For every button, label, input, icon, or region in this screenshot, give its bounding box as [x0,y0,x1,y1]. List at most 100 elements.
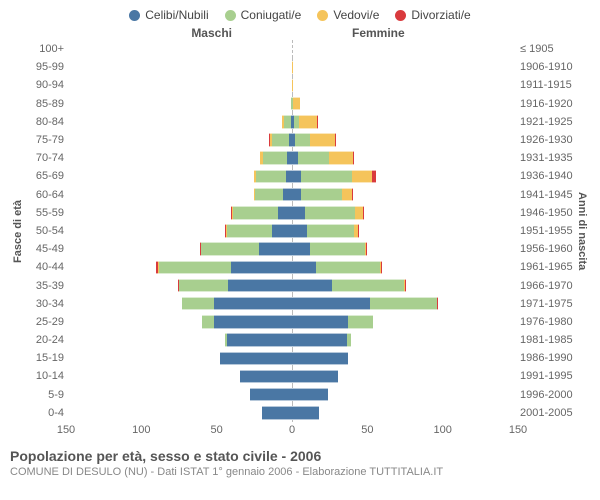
birth-label: 1926-1930 [516,134,574,146]
age-row: 55-591946-1950 [26,204,574,222]
x-tick: 50 [211,424,223,436]
bar-segment [179,279,228,292]
bar-segment [220,352,292,365]
x-axis: 15010050050100150 [10,424,590,440]
bar-group [68,167,516,185]
bar-segment [159,261,231,274]
bar-stack [292,170,429,183]
age-row: 60-641941-1945 [26,186,574,204]
legend-label: Divorziati/e [411,8,470,22]
age-label: 50-54 [26,225,68,237]
bar-stack [117,261,292,274]
bar-stack [132,279,292,292]
age-row: 25-291976-1980 [26,313,574,331]
bar-segment [358,224,359,237]
legend-item: Vedovi/e [317,8,379,22]
bar-segment [381,261,382,274]
bar-segment [228,279,292,292]
female-side [292,76,516,94]
bar-segment [301,170,351,183]
male-side [68,204,292,222]
bar-stack [176,206,292,219]
female-side [292,258,516,276]
birth-label: 1941-1945 [516,189,574,201]
birth-label: 1986-1990 [516,352,574,364]
birth-label: 1996-2000 [516,389,574,401]
bar-segment [202,315,214,328]
bar-group [68,386,516,404]
chart-body: Fasce di età 100+≤ 190595-991906-191090-… [10,40,590,422]
bar-segment [372,170,377,183]
bar-stack [244,115,292,128]
age-row: 90-941911-1915 [26,76,574,94]
bar-segment [182,297,213,310]
age-row: 50-541951-1955 [26,222,574,240]
bar-segment [305,206,356,219]
bar-segment [352,188,353,201]
male-side [68,58,292,76]
bar-stack [210,406,292,419]
female-side [292,149,516,167]
age-label: 85-89 [26,98,68,110]
bar-group [68,313,516,331]
age-row: 20-241981-1985 [26,331,574,349]
bar-segment [348,315,372,328]
male-side [68,222,292,240]
bar-stack [292,133,391,146]
age-row: 30-341971-1975 [26,295,574,313]
bar-stack [199,170,292,183]
bar-segment [335,133,336,146]
bar-segment [332,279,403,292]
bar-group [68,367,516,385]
x-tick: 150 [57,424,75,436]
birth-label: 1966-1970 [516,280,574,292]
bar-segment [283,188,292,201]
female-header: Femmine [292,26,518,40]
bar-stack [292,224,414,237]
chart-title: Popolazione per età, sesso e stato civil… [10,448,590,464]
age-row: 65-691936-1940 [26,167,574,185]
bar-stack [292,370,394,383]
female-side [292,386,516,404]
age-label: 80-84 [26,116,68,128]
bar-stack [282,79,292,92]
bar-group [68,331,516,349]
age-label: 45-49 [26,243,68,255]
bar-segment [256,170,286,183]
legend-item: Celibi/Nubili [129,8,208,22]
bar-segment [292,370,338,383]
female-side [292,131,516,149]
age-row: 10-141991-1995 [26,367,574,385]
bar-segment [259,242,292,255]
birth-label: 1906-1910 [516,61,574,73]
bar-segment [292,242,310,255]
bar-stack [292,406,370,419]
age-row: 100+≤ 1905 [26,40,574,58]
male-side [68,295,292,313]
female-side [292,313,516,331]
bar-segment [363,206,364,219]
bar-stack [292,333,407,346]
birth-label: 1971-1975 [516,298,574,310]
male-side [68,404,292,422]
bar-group [68,404,516,422]
bar-stack [170,333,292,346]
age-row: 75-791926-1930 [26,131,574,149]
female-side [292,295,516,313]
bar-group [68,40,516,58]
female-side [292,349,516,367]
male-side [68,240,292,258]
female-side [292,276,516,294]
legend-item: Coniugati/e [225,8,302,22]
x-tick: 100 [433,424,451,436]
bar-stack [292,297,473,310]
legend-label: Celibi/Nubili [145,8,208,22]
legend: Celibi/Nubili Coniugati/e Vedovi/e Divorzia… [10,8,590,22]
bar-stack [199,188,292,201]
female-side [292,367,516,385]
bar-segment [201,242,258,255]
female-side [292,40,516,58]
female-side [292,404,516,422]
male-side [68,313,292,331]
male-side [68,386,292,404]
